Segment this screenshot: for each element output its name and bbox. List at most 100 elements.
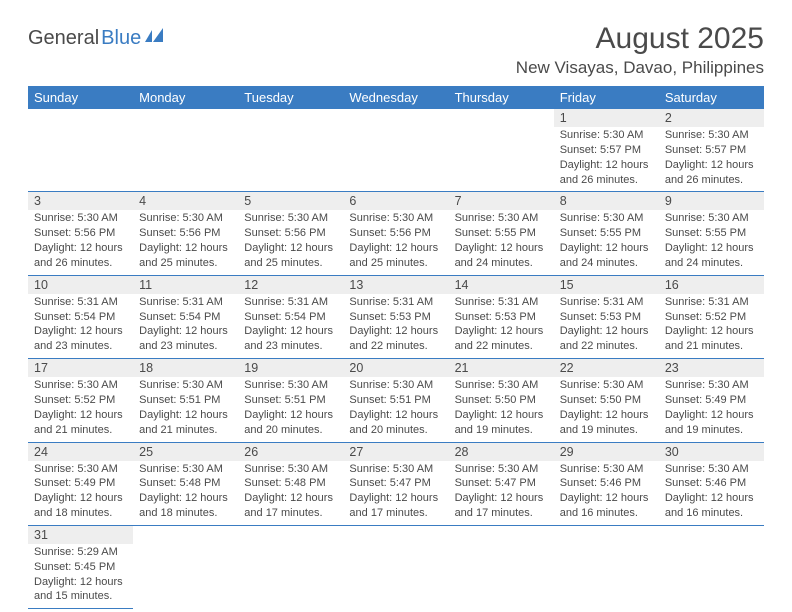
daylight-text: Daylight: 12 hours and 24 minutes. bbox=[665, 241, 758, 271]
day-number: 13 bbox=[343, 276, 448, 294]
sunset-text: Sunset: 5:54 PM bbox=[34, 310, 127, 325]
calendar-cell: 6Sunrise: 5:30 AMSunset: 5:56 PMDaylight… bbox=[343, 192, 448, 275]
day-number: 12 bbox=[238, 276, 343, 294]
sunset-text: Sunset: 5:56 PM bbox=[139, 226, 232, 241]
day-number: 2 bbox=[659, 109, 764, 127]
day-content: Sunrise: 5:30 AMSunset: 5:57 PMDaylight:… bbox=[554, 127, 659, 191]
calendar-cell: 9Sunrise: 5:30 AMSunset: 5:55 PMDaylight… bbox=[659, 192, 764, 275]
sunrise-text: Sunrise: 5:30 AM bbox=[34, 211, 127, 226]
sunset-text: Sunset: 5:48 PM bbox=[139, 476, 232, 491]
day-number: 5 bbox=[238, 192, 343, 210]
calendar-cell: 31Sunrise: 5:29 AMSunset: 5:45 PMDayligh… bbox=[28, 525, 133, 608]
day-number: 22 bbox=[554, 359, 659, 377]
sunrise-text: Sunrise: 5:30 AM bbox=[455, 378, 548, 393]
calendar-table: SundayMondayTuesdayWednesdayThursdayFrid… bbox=[28, 86, 764, 609]
sunrise-text: Sunrise: 5:30 AM bbox=[560, 211, 653, 226]
calendar-cell bbox=[554, 525, 659, 608]
day-content: Sunrise: 5:30 AMSunset: 5:56 PMDaylight:… bbox=[133, 210, 238, 274]
sunset-text: Sunset: 5:56 PM bbox=[34, 226, 127, 241]
sunset-text: Sunset: 5:48 PM bbox=[244, 476, 337, 491]
daylight-text: Daylight: 12 hours and 19 minutes. bbox=[455, 408, 548, 438]
day-content: Sunrise: 5:30 AMSunset: 5:56 PMDaylight:… bbox=[28, 210, 133, 274]
sunrise-text: Sunrise: 5:31 AM bbox=[455, 295, 548, 310]
sunrise-text: Sunrise: 5:30 AM bbox=[139, 462, 232, 477]
month-title: August 2025 bbox=[516, 22, 764, 56]
header: GeneralBlue August 2025 New Visayas, Dav… bbox=[28, 22, 764, 78]
sunrise-text: Sunrise: 5:31 AM bbox=[560, 295, 653, 310]
calendar-week-row: 31Sunrise: 5:29 AMSunset: 5:45 PMDayligh… bbox=[28, 525, 764, 608]
sunset-text: Sunset: 5:53 PM bbox=[560, 310, 653, 325]
sunset-text: Sunset: 5:47 PM bbox=[349, 476, 442, 491]
day-header: Wednesday bbox=[343, 86, 448, 109]
day-content: Sunrise: 5:30 AMSunset: 5:55 PMDaylight:… bbox=[554, 210, 659, 274]
day-header: Saturday bbox=[659, 86, 764, 109]
day-number: 27 bbox=[343, 443, 448, 461]
calendar-cell bbox=[343, 109, 448, 192]
day-number: 31 bbox=[28, 526, 133, 544]
calendar-cell: 13Sunrise: 5:31 AMSunset: 5:53 PMDayligh… bbox=[343, 275, 448, 358]
sunrise-text: Sunrise: 5:30 AM bbox=[665, 211, 758, 226]
sunset-text: Sunset: 5:47 PM bbox=[455, 476, 548, 491]
sunset-text: Sunset: 5:49 PM bbox=[34, 476, 127, 491]
calendar-cell: 29Sunrise: 5:30 AMSunset: 5:46 PMDayligh… bbox=[554, 442, 659, 525]
sunset-text: Sunset: 5:51 PM bbox=[349, 393, 442, 408]
day-content: Sunrise: 5:30 AMSunset: 5:56 PMDaylight:… bbox=[238, 210, 343, 274]
day-number: 24 bbox=[28, 443, 133, 461]
day-number: 10 bbox=[28, 276, 133, 294]
calendar-cell bbox=[659, 525, 764, 608]
sunrise-text: Sunrise: 5:30 AM bbox=[244, 378, 337, 393]
calendar-cell: 7Sunrise: 5:30 AMSunset: 5:55 PMDaylight… bbox=[449, 192, 554, 275]
daylight-text: Daylight: 12 hours and 23 minutes. bbox=[139, 324, 232, 354]
day-content: Sunrise: 5:30 AMSunset: 5:51 PMDaylight:… bbox=[133, 377, 238, 441]
day-content: Sunrise: 5:30 AMSunset: 5:57 PMDaylight:… bbox=[659, 127, 764, 191]
sunset-text: Sunset: 5:52 PM bbox=[34, 393, 127, 408]
sunset-text: Sunset: 5:57 PM bbox=[665, 143, 758, 158]
day-content: Sunrise: 5:30 AMSunset: 5:50 PMDaylight:… bbox=[554, 377, 659, 441]
daylight-text: Daylight: 12 hours and 21 minutes. bbox=[139, 408, 232, 438]
day-number: 1 bbox=[554, 109, 659, 127]
day-header: Friday bbox=[554, 86, 659, 109]
day-number: 7 bbox=[449, 192, 554, 210]
calendar-cell bbox=[133, 109, 238, 192]
day-number: 17 bbox=[28, 359, 133, 377]
day-content: Sunrise: 5:30 AMSunset: 5:47 PMDaylight:… bbox=[449, 461, 554, 525]
calendar-week-row: 3Sunrise: 5:30 AMSunset: 5:56 PMDaylight… bbox=[28, 192, 764, 275]
sunrise-text: Sunrise: 5:30 AM bbox=[139, 378, 232, 393]
day-content: Sunrise: 5:30 AMSunset: 5:47 PMDaylight:… bbox=[343, 461, 448, 525]
day-number: 25 bbox=[133, 443, 238, 461]
daylight-text: Daylight: 12 hours and 25 minutes. bbox=[139, 241, 232, 271]
calendar-cell: 21Sunrise: 5:30 AMSunset: 5:50 PMDayligh… bbox=[449, 359, 554, 442]
day-header: Sunday bbox=[28, 86, 133, 109]
day-number: 11 bbox=[133, 276, 238, 294]
calendar-cell bbox=[238, 109, 343, 192]
day-content: Sunrise: 5:30 AMSunset: 5:55 PMDaylight:… bbox=[449, 210, 554, 274]
daylight-text: Daylight: 12 hours and 18 minutes. bbox=[139, 491, 232, 521]
sunrise-text: Sunrise: 5:30 AM bbox=[665, 128, 758, 143]
sunrise-text: Sunrise: 5:30 AM bbox=[139, 211, 232, 226]
day-number: 29 bbox=[554, 443, 659, 461]
daylight-text: Daylight: 12 hours and 17 minutes. bbox=[244, 491, 337, 521]
daylight-text: Daylight: 12 hours and 19 minutes. bbox=[665, 408, 758, 438]
sunset-text: Sunset: 5:54 PM bbox=[139, 310, 232, 325]
calendar-cell: 11Sunrise: 5:31 AMSunset: 5:54 PMDayligh… bbox=[133, 275, 238, 358]
day-number: 21 bbox=[449, 359, 554, 377]
logo-text-blue: Blue bbox=[101, 28, 141, 48]
calendar-cell: 8Sunrise: 5:30 AMSunset: 5:55 PMDaylight… bbox=[554, 192, 659, 275]
daylight-text: Daylight: 12 hours and 18 minutes. bbox=[34, 491, 127, 521]
daylight-text: Daylight: 12 hours and 16 minutes. bbox=[665, 491, 758, 521]
day-content: Sunrise: 5:30 AMSunset: 5:50 PMDaylight:… bbox=[449, 377, 554, 441]
logo: GeneralBlue bbox=[28, 22, 171, 49]
sunrise-text: Sunrise: 5:30 AM bbox=[560, 378, 653, 393]
sunrise-text: Sunrise: 5:30 AM bbox=[455, 211, 548, 226]
sunset-text: Sunset: 5:55 PM bbox=[455, 226, 548, 241]
sunrise-text: Sunrise: 5:30 AM bbox=[244, 462, 337, 477]
calendar-cell: 30Sunrise: 5:30 AMSunset: 5:46 PMDayligh… bbox=[659, 442, 764, 525]
day-content: Sunrise: 5:29 AMSunset: 5:45 PMDaylight:… bbox=[28, 544, 133, 608]
calendar-week-row: 10Sunrise: 5:31 AMSunset: 5:54 PMDayligh… bbox=[28, 275, 764, 358]
day-content: Sunrise: 5:30 AMSunset: 5:51 PMDaylight:… bbox=[238, 377, 343, 441]
day-content: Sunrise: 5:31 AMSunset: 5:54 PMDaylight:… bbox=[238, 294, 343, 358]
daylight-text: Daylight: 12 hours and 24 minutes. bbox=[455, 241, 548, 271]
calendar-week-row: 1Sunrise: 5:30 AMSunset: 5:57 PMDaylight… bbox=[28, 109, 764, 192]
day-content: Sunrise: 5:30 AMSunset: 5:48 PMDaylight:… bbox=[133, 461, 238, 525]
sunset-text: Sunset: 5:45 PM bbox=[34, 560, 127, 575]
